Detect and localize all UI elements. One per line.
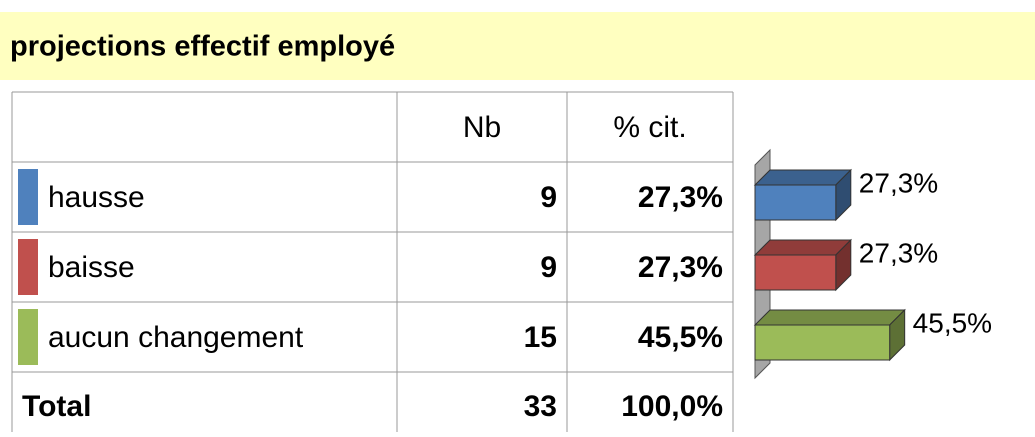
title: projections effectif employé	[10, 31, 395, 63]
percent: 45,5%	[638, 321, 723, 354]
table: Nb % cit. hausse 9 27,3% baisse 9 27,3% aucun ch…	[11, 91, 734, 432]
bar	[754, 184, 837, 221]
percent: 27,3%	[638, 181, 723, 214]
bar	[754, 254, 837, 291]
bar-top	[753, 309, 906, 326]
count: 9	[540, 251, 557, 284]
total-label: Total	[22, 390, 91, 423]
row-label: aucun changement	[48, 321, 304, 354]
data-label: 27,3%	[859, 167, 938, 198]
legend-swatch	[18, 169, 38, 225]
bar-top	[753, 239, 853, 256]
count: 9	[540, 181, 557, 214]
column-header: Nb	[463, 111, 501, 144]
row-label: hausse	[48, 181, 145, 214]
column-header: % cit.	[613, 111, 686, 144]
chart: 27,3% 27,3% 45,5%	[753, 148, 992, 380]
legend-swatch	[18, 309, 38, 365]
title-band	[0, 12, 1035, 80]
total-count: 33	[524, 390, 557, 423]
legend-swatch	[18, 239, 38, 295]
row-label: baisse	[48, 251, 135, 284]
percent: 27,3%	[638, 251, 723, 284]
data-label: 45,5%	[913, 307, 992, 338]
count: 15	[524, 321, 557, 354]
bar	[754, 324, 891, 361]
total-percent: 100,0%	[621, 390, 723, 423]
bar-top	[753, 169, 853, 186]
data-label: 27,3%	[859, 237, 938, 268]
